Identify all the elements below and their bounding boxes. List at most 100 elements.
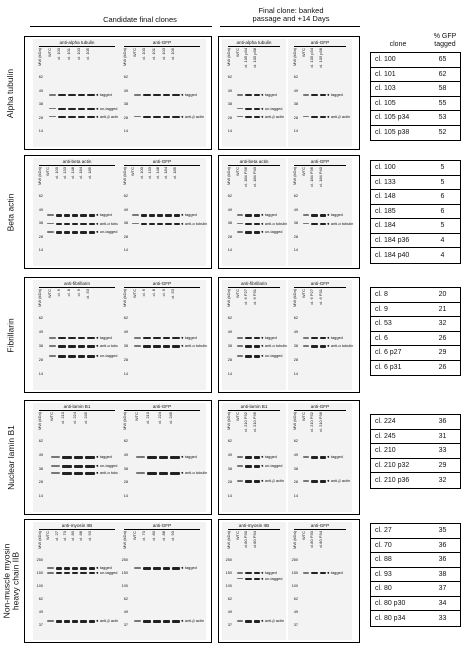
lane-label: cl. 133 [61,167,67,179]
lane-label: cl. 70 [141,531,147,541]
blot-title-rule [294,46,346,47]
blot-band [245,456,252,459]
lane-labels: MW (kDa) WTC cl.80 P30 cl.80 P34 [222,531,286,553]
band-label: ◄ un-tagged [95,463,118,469]
gfp-table: cl. 8 20 cl. 9 21 cl. 53 32 cl. 6 26 cl. 6 p27 29… [370,287,461,376]
blot-band [319,94,326,97]
blot-band [253,456,260,459]
blot-band [302,115,309,118]
table-cell-clone: cl. 133 [375,178,396,186]
lane-label: WTC [131,48,137,58]
blot-band [236,94,243,96]
blot-band [236,231,243,233]
blot-band [172,115,180,119]
blot-band [165,222,172,225]
mw-marker: 28 [123,234,128,239]
lane-label: MW (kDa) [37,531,42,549]
blot-band [58,345,66,348]
western-blot: anti-myosin IIB MW (kDa) WTC cl. 27 cl. 70 cl… [33,522,121,640]
blot-band [77,345,86,348]
candidate-panel-box [24,519,212,643]
mw-marker: 49 [227,330,232,334]
lane-label: cl. 210 P36 [251,412,257,433]
lane-label: cl. 100 [141,48,147,60]
lane-label: MW (kDa) [122,167,127,185]
blot-band [87,115,95,119]
lane-label: cl. 100 [138,167,144,179]
mw-marker: 62 [293,316,298,320]
blot-band [77,355,86,358]
lane-label: WTC [300,412,306,422]
mw-marker: 49 [227,452,232,457]
mw-marker: 28 [227,358,232,362]
final-clone-header-line1: Final clone: banked [258,6,324,15]
mw-marker: 49 [123,610,128,614]
blot-title-rule [228,46,280,47]
mw-marker: 62 [38,439,43,443]
mw-marker: 250 [121,558,128,562]
blot-band [319,337,326,340]
table-cell-clone: cl. 100 [375,164,396,172]
lane-label: cl. 105 p38 [251,48,257,68]
lane-label: cl. 224 [71,412,77,424]
band-label: ◄ anti-α tubulin [326,343,354,349]
table-row: cl. 80 p30 34 [371,597,460,611]
blot-band [236,115,243,118]
blot-band [153,115,161,119]
mw-marker: 150 [225,571,232,575]
table-cell-pct: 5 [440,178,445,186]
table-row: cl. 27 35 [371,524,460,539]
blot-title-rule [39,287,115,288]
lane-label: WTC [45,531,51,541]
blot-title-rule [124,287,200,288]
gfp-table: cl. 27 35 cl. 70 36 cl. 88 36 cl. 93 38 cl. 80 37… [370,523,461,627]
blot-band [236,572,243,574]
table-header-clone: clone [389,41,407,48]
blot-band [73,465,84,468]
mw-marker: 62 [38,316,43,320]
blot-title: anti-fibrillarin [63,281,91,286]
blot-band [245,94,252,97]
mw-marker: 28 [38,480,43,485]
blot-title-rule [39,46,115,47]
blot-band [48,107,57,110]
blot-band [55,567,62,570]
band-label: ◄ anti-α tubulin [260,220,288,226]
table-cell-pct: 29 [438,349,447,357]
gfp-table: cl. 100 65 cl. 101 62 cl. 103 58 cl. 105 55 cl. … [370,52,461,141]
lane-label: cl. 6 [141,289,147,297]
blot-band [88,231,95,234]
band-label: ◄ un-tagged [95,570,118,576]
blot-band [143,345,151,348]
mw-marker: 62 [293,439,298,443]
table-cell-clone: cl. 93 [375,570,392,578]
lane-label: WTC [234,531,240,541]
table-row: cl. 105 p38 52 [371,126,460,141]
blot-title: anti-beta actin [62,159,92,164]
blot-band [72,214,79,217]
blot-band [47,231,54,233]
blot-band [48,345,57,347]
table-cell-pct: 37 [438,585,447,593]
blot-band [133,115,142,118]
blot-band [143,567,151,570]
table-cell-pct: 38 [438,570,447,578]
blot-title: anti-GFP [310,159,330,164]
lane-label: cl. 88 [160,531,166,541]
band-label: ◄ tagged [95,454,112,460]
band-label: ◄ tagged [260,335,277,340]
blot-band [85,465,95,468]
blot-band [319,115,326,119]
mw-marker: 28 [38,358,43,362]
table-header-pct: % GFP tagged [425,33,463,49]
table-cell-pct: 6 [440,193,445,201]
lane-label: MW (kDa) [122,531,127,549]
blot-band [48,355,57,357]
blot-band [302,94,309,96]
lane-label: cl. 105 p38 [317,48,323,68]
table-cell-clone: cl. 210 p32 [375,461,410,469]
lane-label: cl. 184 P36 [309,167,314,188]
lane-label: cl. 53 [85,289,91,299]
table-cell-pct: 36 [438,418,447,426]
mw-marker: 14 [227,129,232,134]
